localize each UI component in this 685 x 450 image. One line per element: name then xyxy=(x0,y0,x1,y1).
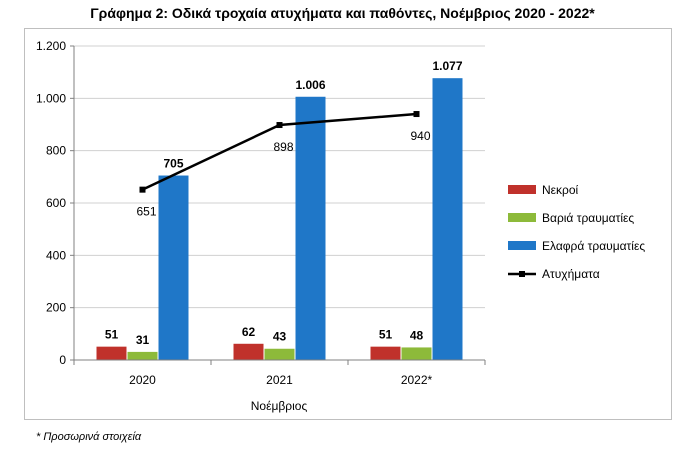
bar-data-label: 51 xyxy=(105,328,119,342)
legend-swatch-marker xyxy=(519,271,525,277)
legend-swatch xyxy=(508,185,536,194)
line-marker xyxy=(276,122,283,129)
chart-frame xyxy=(24,28,672,420)
y-tick-label: 1.200 xyxy=(36,39,66,53)
y-axis-ticks: 0 200 400 600 800 1.000 1.200 xyxy=(36,39,74,367)
bar xyxy=(96,346,127,360)
y-tick-label: 1.000 xyxy=(36,91,66,105)
bar-data-label: 1.006 xyxy=(295,78,325,92)
y-tick-label: 400 xyxy=(46,248,66,262)
bar xyxy=(432,78,463,360)
bar-data-label: 62 xyxy=(242,325,256,339)
bar-data-label: 1.077 xyxy=(432,59,462,73)
bar xyxy=(158,175,189,360)
legend: Νεκροί Βαριά τραυματίες Ελαφρά τραυματίες Α… xyxy=(508,183,645,281)
line-data-label: 940 xyxy=(410,129,430,143)
x-axis-ticks: 2020 2021 2022* xyxy=(73,360,486,387)
line-marker xyxy=(413,111,420,118)
axes xyxy=(73,46,485,361)
y-tick-label: 600 xyxy=(46,196,66,210)
x-tick-label: 2022* xyxy=(401,373,433,387)
bar xyxy=(370,346,401,360)
line-data-label: 651 xyxy=(136,205,156,219)
bar xyxy=(264,348,295,360)
bar-data-label: 705 xyxy=(163,157,183,171)
bar xyxy=(233,343,264,360)
bar xyxy=(401,347,432,360)
y-tick-label: 800 xyxy=(46,144,66,158)
y-tick-label: 200 xyxy=(46,301,66,315)
legend-label: Ελαφρά τραυματίες xyxy=(542,239,645,253)
bar xyxy=(295,96,326,360)
bar-data-label: 31 xyxy=(136,333,150,347)
bars: 51 62 51 31 43 48 705 1.006 1.077 xyxy=(96,59,463,360)
line-data-label: 898 xyxy=(273,140,293,154)
legend-swatch xyxy=(508,213,536,222)
accidents-line: 651 898 940 xyxy=(136,111,431,219)
x-tick-label: 2021 xyxy=(266,373,293,387)
bar-data-label: 48 xyxy=(410,328,424,342)
line-marker xyxy=(139,186,146,193)
x-tick-label: 2020 xyxy=(129,373,156,387)
gridlines xyxy=(74,45,485,361)
legend-label: Ατυχήματα xyxy=(542,267,600,281)
bar xyxy=(127,351,158,360)
bar-data-label: 51 xyxy=(379,328,393,342)
legend-label: Βαριά τραυματίες xyxy=(542,211,634,225)
chart-title: Γράφημα 2: Οδικά τροχαία ατυχήματα και π… xyxy=(90,5,595,21)
bar-data-label: 43 xyxy=(273,330,287,344)
y-tick-label: 0 xyxy=(59,353,66,367)
legend-swatch xyxy=(508,241,536,250)
legend-label: Νεκροί xyxy=(542,183,579,197)
footnote: * Προσωρινά στοιχεία xyxy=(36,431,142,443)
x-axis-label: Νοέμβριος xyxy=(251,399,308,413)
